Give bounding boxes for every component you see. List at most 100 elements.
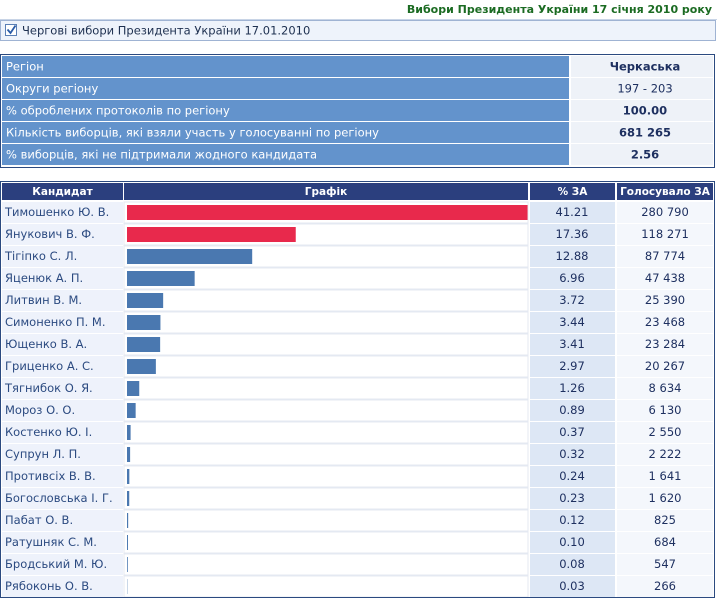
- candidate-name: Тимошенко Ю. В.: [4, 205, 109, 219]
- bar: [127, 447, 131, 462]
- votes-value: 684: [654, 535, 676, 549]
- bar: [127, 513, 129, 528]
- candidate-name: Костенко Ю. І.: [5, 425, 92, 439]
- pct-value: 17.36: [556, 227, 589, 241]
- pct-cell: [530, 576, 615, 597]
- pct-value: 3.41: [559, 337, 585, 351]
- pct-value: 3.44: [559, 315, 585, 329]
- bar: [127, 425, 131, 440]
- column-header: Графік: [305, 186, 347, 198]
- bar: [127, 337, 161, 352]
- votes-cell: [617, 378, 713, 399]
- bar: [127, 469, 130, 484]
- graph-cell: [123, 531, 529, 554]
- bar: [127, 491, 130, 506]
- votes-cell: [617, 356, 713, 377]
- graph-cell: [123, 267, 529, 290]
- votes-cell: [617, 290, 713, 311]
- candidate-name: Ратушняк С. М.: [5, 535, 97, 549]
- bar: [127, 403, 136, 418]
- summary-value-cell: [571, 100, 713, 121]
- candidate-name: Литвин В. М.: [5, 293, 82, 307]
- name-cell: [2, 532, 123, 553]
- graph-cell: [123, 377, 529, 400]
- votes-value: 2 222: [649, 447, 682, 461]
- votes-cell: [617, 202, 713, 223]
- summary-value: 681 265: [619, 126, 671, 140]
- election-label[interactable]: Чергові вибори Президента України 17.01.…: [22, 24, 310, 38]
- votes-value: 6 130: [649, 403, 682, 417]
- pct-cell: [530, 554, 615, 575]
- candidate-name: Гриценко А. С.: [5, 359, 94, 373]
- votes-value: 280 790: [641, 205, 689, 219]
- results-border: [0, 181, 715, 598]
- candidate-name: Ющенко В. А.: [5, 337, 87, 351]
- graph-cell: [123, 311, 529, 334]
- column-header-cell: [124, 183, 528, 200]
- votes-value: 23 284: [645, 337, 685, 351]
- bar: [127, 557, 128, 572]
- votes-value: 2 550: [649, 425, 682, 439]
- pct-cell: [530, 224, 615, 245]
- bar: [127, 315, 161, 330]
- graph-cell: [123, 443, 529, 466]
- summary-value-cell: [571, 122, 713, 143]
- votes-cell: [617, 422, 713, 443]
- candidate-name: Богословська І. Г.: [5, 491, 113, 505]
- candidate-name: Симоненко П. М.: [5, 315, 106, 329]
- summary-label: Кількість виборців, які взяли участь у г…: [6, 126, 379, 140]
- votes-cell: [617, 466, 713, 487]
- bar: [127, 535, 128, 550]
- column-header-cell: [2, 183, 123, 200]
- name-cell: [2, 202, 123, 223]
- summary-value: Черкаська: [610, 60, 681, 74]
- checkmark: [6, 25, 17, 35]
- votes-cell: [617, 444, 713, 465]
- votes-value: 118 271: [641, 227, 689, 241]
- summary-value: 2.56: [631, 148, 659, 162]
- pct-cell: [530, 312, 615, 333]
- summary-value-cell: [571, 78, 713, 99]
- column-header-cell: [530, 183, 615, 200]
- candidate-name: Пабат О. В.: [5, 513, 73, 527]
- summary-border: [0, 54, 715, 168]
- pct-cell: [530, 202, 615, 223]
- name-cell: [2, 290, 123, 311]
- summary-label-cell: [2, 100, 569, 121]
- column-header-cell: [617, 183, 713, 200]
- pct-cell: [530, 334, 615, 355]
- pct-cell: [530, 356, 615, 377]
- graph-cell: [123, 465, 529, 488]
- candidate-name: Бродський М. Ю.: [5, 557, 107, 571]
- votes-cell: [617, 532, 713, 553]
- candidate-name: Рябоконь О. В.: [5, 579, 93, 593]
- pct-value: 0.89: [559, 403, 585, 417]
- votes-cell: [617, 312, 713, 333]
- name-cell: [2, 576, 123, 597]
- pct-value: 0.23: [559, 491, 585, 505]
- votes-value: 87 774: [645, 249, 685, 263]
- candidate-name: Тягнибок О. Я.: [4, 381, 93, 395]
- checkbox[interactable]: [5, 24, 17, 36]
- votes-value: 8 634: [649, 381, 682, 395]
- graph-cell: [123, 333, 529, 356]
- pct-value: 3.72: [559, 293, 585, 307]
- name-cell: [2, 334, 123, 355]
- page-title: Вибори Президента України 17 січня 2010 …: [407, 3, 712, 16]
- candidate-name: Яценюк А. П.: [5, 271, 83, 285]
- pct-cell: [530, 422, 615, 443]
- name-cell: [2, 268, 123, 289]
- pct-value: 0.08: [559, 557, 585, 571]
- votes-cell: [617, 268, 713, 289]
- name-cell: [2, 246, 123, 267]
- bar: [127, 227, 296, 242]
- graph-cell: [123, 575, 529, 598]
- bar: [127, 381, 140, 396]
- pct-cell: [530, 378, 615, 399]
- votes-value: 23 468: [645, 315, 685, 329]
- pct-cell: [530, 246, 615, 267]
- summary-value: 197 - 203: [617, 82, 672, 96]
- candidate-name: Мороз О. О.: [5, 403, 75, 417]
- candidate-name: Янукович В. Ф.: [5, 227, 95, 241]
